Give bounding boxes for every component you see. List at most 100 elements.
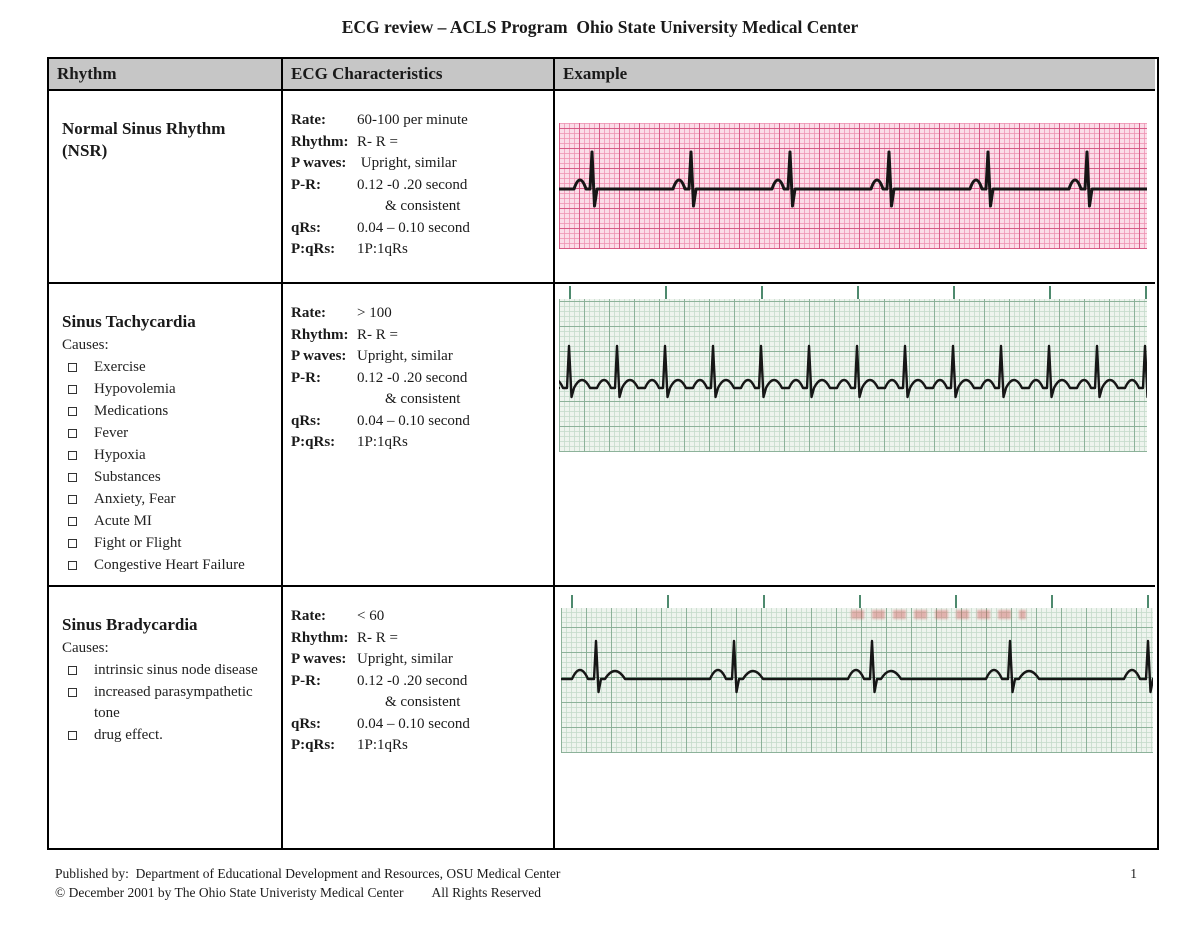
ecg-waveform-bradycardia — [561, 639, 1153, 694]
cause-text: Hypoxia — [94, 447, 146, 463]
characteristic-line: Rhythm: R- R = — [291, 325, 549, 347]
cause-item: Hypovolemia — [64, 379, 273, 400]
characteristic-line: Rate: > 100 — [291, 303, 549, 325]
characteristic-value: 0.04 – 0.10 second — [357, 715, 470, 732]
characteristic-value: 0.04 – 0.10 second — [357, 219, 470, 236]
rights-text: All Rights Reserved — [431, 885, 542, 900]
three-second-tick-marks — [561, 595, 1153, 608]
three-second-tick-marks — [559, 286, 1147, 299]
characteristic-line: P:qRs: 1P:1qRs — [291, 735, 549, 757]
faint-red-stamp — [851, 610, 1026, 619]
published-by-line: Published by: Department of Educational … — [55, 866, 561, 881]
characteristic-value: 0.12 -0 .20 second — [357, 672, 468, 689]
document-title: ECG review – ACLS Program Ohio State Uni… — [341, 17, 859, 37]
cause-item: Hypoxia — [64, 445, 273, 466]
ecg-grid-tachycardia — [559, 299, 1147, 452]
characteristic-line: P-R: 0.12 -0 .20 second — [291, 368, 549, 390]
characteristic-line: P waves: Upright, similar — [291, 649, 549, 671]
characteristic-label — [291, 692, 357, 714]
characteristic-label: P-R: — [291, 369, 321, 386]
characteristic-line: qRs: 0.04 – 0.10 second — [291, 411, 549, 433]
cause-text: intrinsic sinus node disease — [94, 662, 258, 678]
cause-text: Exercise — [94, 359, 146, 375]
cause-text: Fever — [94, 425, 129, 441]
cause-item: Fight or Flight — [64, 533, 273, 554]
characteristic-line-continuation: & consistent — [291, 389, 549, 411]
cause-item: Congestive Heart Failure — [64, 555, 273, 576]
characteristic-value: 1P:1qRs — [357, 434, 408, 450]
page-number: 1 — [1130, 866, 1137, 881]
causes-label: Causes: — [62, 337, 109, 353]
rhythm-cell-nsr: Normal Sinus Rhythm (NSR) — [49, 89, 283, 282]
ecg-grid-bradycardia — [561, 608, 1153, 753]
characteristic-label: P:qRs: — [291, 737, 336, 753]
characteristic-line: qRs: 0.04 – 0.10 second — [291, 218, 549, 240]
characteristic-label: qRs: — [291, 219, 322, 236]
cause-text: Fight or Flight — [94, 535, 182, 551]
characteristic-value: & consistent — [385, 391, 461, 407]
ecg-strip-bradycardia — [561, 595, 1155, 753]
characteristic-value: Upright, similar — [357, 155, 457, 171]
cause-text: Anxiety, Fear — [94, 491, 176, 507]
cause-item: Substances — [64, 467, 273, 488]
characteristic-line: P:qRs: 1P:1qRs — [291, 432, 549, 454]
characteristic-line: P:qRs: 1P:1qRs — [291, 239, 549, 261]
characteristic-value: 60-100 per minute — [357, 112, 468, 128]
column-header-ecg-characteristics: ECG Characteristics — [283, 59, 555, 89]
cause-text: Hypovolemia — [94, 381, 176, 397]
causes-list: intrinsic sinus node disease increased p… — [62, 660, 273, 746]
characteristic-label: Rhythm: — [291, 629, 349, 646]
characteristic-label: Rate: — [291, 305, 326, 321]
characteristic-label: Rhythm: — [291, 133, 349, 150]
square-bullet-icon — [68, 517, 77, 526]
square-bullet-icon — [68, 666, 77, 675]
characteristic-value: R- R = — [357, 133, 398, 150]
cause-item: drug effect. — [64, 725, 273, 746]
characteristic-line: Rate: < 60 — [291, 606, 549, 628]
cause-item: Fever — [64, 423, 273, 444]
cause-text: Acute MI — [94, 513, 152, 529]
copyright-line: © December 2001 by The Ohio State Univer… — [55, 883, 1137, 902]
characteristic-value: & consistent — [385, 198, 461, 214]
characteristic-line-continuation: & consistent — [291, 692, 549, 714]
causes-list: Exercise Hypovolemia Medications Fever H… — [62, 357, 273, 576]
square-bullet-icon — [68, 363, 77, 372]
characteristics-cell-tachycardia: Rate: > 100 Rhythm: R- R = P waves: Upright… — [283, 282, 555, 585]
page-footer: Published by: Department of Educational … — [55, 864, 1137, 902]
characteristic-label: P waves: — [291, 155, 347, 171]
example-cell-bradycardia — [555, 585, 1155, 848]
characteristic-value: > 100 — [357, 305, 392, 321]
characteristic-value: 0.04 – 0.10 second — [357, 412, 470, 429]
characteristic-line: P waves: Upright, similar — [291, 346, 549, 368]
ecg-waveform-tachycardia — [559, 344, 1147, 399]
square-bullet-icon — [68, 731, 77, 740]
cause-item: intrinsic sinus node disease — [64, 660, 273, 681]
characteristic-line: P waves: Upright, similar — [291, 153, 549, 175]
cause-item: increased parasympathetic tone — [64, 682, 273, 724]
cause-text: Medications — [94, 403, 169, 419]
characteristic-label: Rate: — [291, 608, 326, 624]
cause-item: Medications — [64, 401, 273, 422]
ecg-strip-nsr — [559, 123, 1147, 249]
characteristic-line: Rhythm: R- R = — [291, 132, 549, 154]
characteristic-label: qRs: — [291, 715, 322, 732]
characteristic-value: Upright, similar — [357, 651, 453, 667]
ecg-review-table: Rhythm ECG Characteristics Example Norma… — [47, 57, 1159, 850]
characteristic-line: Rate: 60-100 per minute — [291, 110, 549, 132]
example-cell-tachycardia — [555, 282, 1155, 585]
characteristic-value: R- R = — [357, 629, 398, 646]
column-header-rhythm: Rhythm — [49, 59, 283, 89]
cause-text: drug effect. — [94, 727, 163, 743]
characteristics-cell-bradycardia: Rate: < 60 Rhythm: R- R = P waves: Upright,… — [283, 585, 555, 848]
characteristic-label: P waves: — [291, 651, 347, 667]
characteristic-label: Rhythm: — [291, 326, 349, 343]
characteristic-value: Upright, similar — [357, 348, 453, 364]
characteristic-label: P waves: — [291, 348, 347, 364]
square-bullet-icon — [68, 495, 77, 504]
characteristic-label: P:qRs: — [291, 434, 336, 450]
characteristic-line: qRs: 0.04 – 0.10 second — [291, 714, 549, 736]
square-bullet-icon — [68, 451, 77, 460]
cause-text: increased parasympathetic tone — [94, 684, 253, 721]
example-cell-nsr — [555, 89, 1155, 282]
